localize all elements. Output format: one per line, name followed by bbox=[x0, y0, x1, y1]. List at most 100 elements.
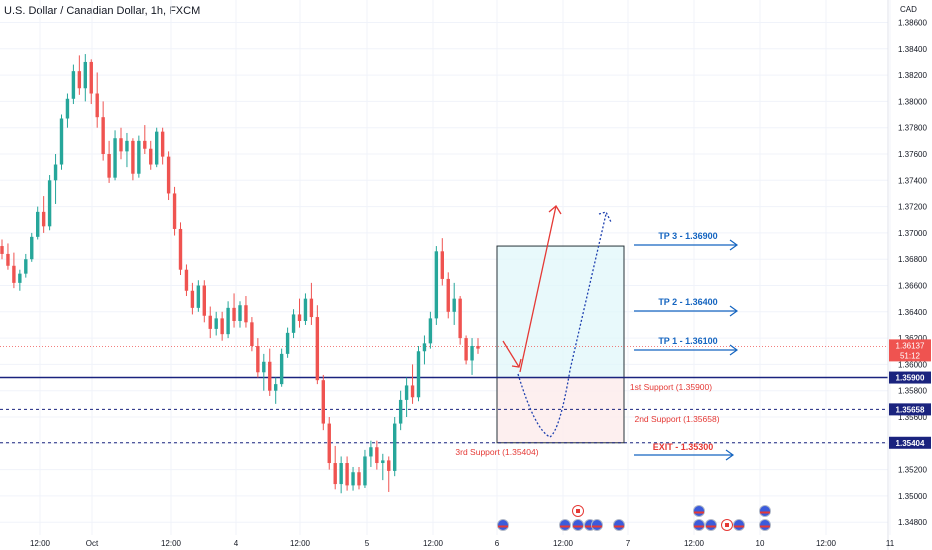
trade-zones bbox=[496, 245, 625, 444]
candle-body bbox=[149, 148, 153, 165]
candles bbox=[0, 54, 480, 494]
y-tick-label: 1.37200 bbox=[898, 203, 927, 212]
x-tick-label: 12:00 bbox=[30, 539, 51, 548]
flag-stripe bbox=[760, 511, 770, 514]
y-tick-label: 1.35000 bbox=[898, 492, 927, 501]
support-levels bbox=[0, 345, 888, 444]
candle-body bbox=[357, 472, 361, 486]
candle-body bbox=[339, 463, 343, 485]
scenario-arrows bbox=[502, 205, 612, 438]
countdown-label: 51:12 bbox=[900, 351, 921, 360]
candle-body bbox=[303, 298, 308, 322]
candle-body bbox=[387, 460, 391, 471]
exit-arrowhead bbox=[725, 449, 735, 461]
candle-body bbox=[12, 265, 16, 283]
candle-body bbox=[89, 61, 93, 94]
down-arrow-line bbox=[502, 340, 520, 368]
y-tick-label: 1.35200 bbox=[898, 466, 927, 475]
y-tick-label: 1.35800 bbox=[898, 387, 927, 396]
candle-body bbox=[363, 456, 367, 486]
y-tick-label: 1.38000 bbox=[898, 97, 927, 106]
maple-leaf-icon bbox=[576, 509, 580, 513]
price-tag-label: 1.35404 bbox=[896, 439, 925, 448]
candle-body bbox=[446, 278, 450, 312]
tp2-label: TP 2 - 1.36400 bbox=[658, 297, 717, 307]
flag-stripe bbox=[694, 525, 704, 528]
event-flags bbox=[497, 505, 771, 531]
candle-body bbox=[297, 314, 302, 322]
price-tag-box bbox=[889, 403, 931, 416]
candle-body bbox=[119, 138, 123, 152]
candle-body bbox=[202, 285, 206, 316]
candle-body bbox=[107, 154, 111, 178]
us-flag-icon bbox=[693, 505, 705, 517]
candle-body bbox=[262, 361, 266, 373]
tp1-label: TP 1 - 1.36100 bbox=[658, 336, 717, 346]
us-flag-icon bbox=[497, 519, 509, 531]
us-flag-icon bbox=[759, 519, 771, 531]
candle-body bbox=[184, 269, 189, 291]
chart-title: U.S. Dollar / Canadian Dollar, 1h, FXCM bbox=[4, 5, 201, 17]
candle-body bbox=[155, 131, 159, 165]
flag-stripe bbox=[585, 525, 595, 528]
candle-body bbox=[256, 345, 260, 373]
candle-body bbox=[208, 315, 212, 329]
loss-zone bbox=[496, 377, 625, 444]
y-tick-label: 1.36400 bbox=[898, 308, 927, 317]
annotations: TP 3 - 1.36900 TP 2 - 1.36400 TP 1 - 1.361… bbox=[455, 231, 739, 461]
candle-body bbox=[476, 345, 480, 349]
candle-body bbox=[452, 298, 456, 312]
candle-body bbox=[345, 463, 349, 486]
us-flag-icon bbox=[559, 519, 571, 531]
candle-body bbox=[172, 193, 177, 229]
x-tick-label: 12:00 bbox=[423, 539, 444, 548]
candle-body bbox=[393, 423, 397, 471]
tp2-arrowhead bbox=[729, 305, 739, 317]
candle-body bbox=[428, 318, 433, 344]
us-flag-icon bbox=[733, 519, 745, 531]
candle-body bbox=[41, 211, 46, 227]
candle-body bbox=[327, 423, 331, 464]
candle-body bbox=[410, 385, 415, 398]
candle-body bbox=[71, 71, 76, 99]
candle-body bbox=[131, 140, 135, 174]
flag-stripe bbox=[573, 525, 583, 528]
x-tick-label: 7 bbox=[626, 539, 631, 548]
candle-body bbox=[101, 117, 105, 154]
candle-body bbox=[244, 305, 248, 323]
candle-body bbox=[321, 380, 325, 424]
x-tick-label: 4 bbox=[234, 539, 239, 548]
price-tag-box bbox=[889, 436, 931, 449]
candle-body bbox=[190, 290, 195, 308]
y-tick-label: 1.34800 bbox=[898, 518, 927, 527]
candle-body bbox=[65, 98, 70, 119]
candle-body bbox=[238, 305, 242, 322]
flag-stripe bbox=[498, 525, 508, 528]
candle-body bbox=[285, 332, 290, 354]
x-tick-label: 11 bbox=[886, 539, 895, 548]
candle-body bbox=[226, 307, 230, 335]
candle-body bbox=[470, 345, 474, 361]
candle-body bbox=[36, 211, 40, 237]
candle-body bbox=[77, 71, 82, 89]
candle-body bbox=[232, 307, 236, 322]
candle-body bbox=[83, 61, 87, 89]
price-tag-label: 1.35900 bbox=[896, 374, 925, 383]
candle-body bbox=[59, 118, 64, 165]
flag-stripe bbox=[760, 525, 770, 528]
candle-body bbox=[333, 463, 337, 485]
candle-body bbox=[404, 385, 409, 400]
candle-body bbox=[398, 399, 403, 424]
candle-body bbox=[381, 460, 385, 464]
candle-body bbox=[250, 322, 254, 346]
y-tick-label: 1.37400 bbox=[898, 176, 927, 185]
y-tick-label: 1.37600 bbox=[898, 150, 927, 159]
us-flag-icon bbox=[572, 519, 584, 531]
tp3-arrowhead bbox=[729, 239, 739, 251]
y-tick-label: 1.38600 bbox=[898, 19, 927, 28]
time-axis: 12:00 Oct 12:00 4 12:00 5 12:00 6 12:00 7 12:00 10 1… bbox=[30, 539, 895, 548]
us-flag-icon bbox=[759, 505, 771, 517]
y-tick-label: 1.36600 bbox=[898, 282, 927, 291]
x-tick-label: Oct bbox=[86, 539, 99, 548]
